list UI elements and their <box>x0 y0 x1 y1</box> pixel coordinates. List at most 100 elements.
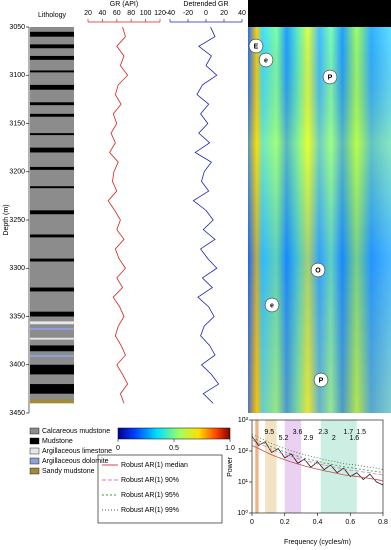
colorbar-tick-label: 1.0 <box>225 445 235 452</box>
track-title: Detrended GR <box>183 1 228 8</box>
lithology-layer <box>30 399 74 404</box>
annotation-label: E <box>254 43 259 50</box>
lithology-layer <box>30 311 74 317</box>
peak-label: 9.5 <box>264 429 274 436</box>
legend-label: Robust AR(1) 99% <box>121 507 179 514</box>
legend-label: Robust AR(1) 95% <box>121 492 179 499</box>
x-tick-label: 0.6 <box>345 519 355 526</box>
lithology-layer <box>30 113 74 117</box>
lithology-layer <box>30 133 74 136</box>
peak-label: 2.3 <box>318 429 328 436</box>
y-axis-label: Depth (m) <box>3 204 10 235</box>
peak-label: 2.9 <box>304 435 314 442</box>
lithology-layer <box>30 31 74 37</box>
x-tick-label: 0.4 <box>313 519 323 526</box>
ar-line <box>251 439 384 476</box>
x-tick-label: -20 <box>183 10 193 17</box>
annotation-circle <box>258 52 274 68</box>
x-tick-label: 0.2 <box>280 519 290 526</box>
x-axis-label: Frequency (cycles/m) <box>284 539 351 546</box>
peak-label: 1.7 <box>343 429 353 436</box>
legend-label: Argillaceous dolomite <box>42 458 109 465</box>
x-tick-label: 60 <box>113 10 121 17</box>
y-tick-label: 3350 <box>9 313 25 320</box>
legend-swatch <box>29 447 40 455</box>
annotation-circle <box>313 372 329 388</box>
legend-swatch <box>29 467 40 475</box>
x-tick-label: 120 <box>154 10 166 17</box>
colorbar-tick-label: 0 <box>116 445 120 452</box>
ar-line <box>251 433 384 471</box>
lithology-layer <box>30 210 74 215</box>
legend-label: Argillaceous limestone <box>42 448 112 455</box>
x-tick-label: 40 <box>99 10 107 17</box>
lithology-layer <box>30 166 74 170</box>
lithology-layer <box>30 186 74 189</box>
y-tick-label: 10¹ <box>238 479 249 486</box>
y-tick-label: 3450 <box>9 410 25 417</box>
lithology-layer <box>30 337 74 340</box>
lithology-layer <box>30 364 74 375</box>
ar-line <box>251 445 384 482</box>
y-tick-label: 3200 <box>9 169 25 176</box>
ar-line <box>251 437 384 474</box>
log-curve <box>107 26 129 404</box>
y-axis-label: Power <box>227 456 234 477</box>
lithology-layer <box>30 44 74 49</box>
lithology-layer <box>30 55 74 60</box>
legend-label: Robust AR(1) 90% <box>121 477 179 484</box>
lithology-layer <box>30 355 74 358</box>
legend-label: Calcareous mudstone <box>42 428 110 435</box>
legend-box <box>97 454 223 524</box>
legend-swatch <box>29 437 40 445</box>
lithology-layer <box>30 102 74 106</box>
annotation-label: e <box>264 57 268 64</box>
lithology-layer <box>30 258 74 262</box>
log-curve <box>192 26 220 404</box>
frequency-band <box>265 420 277 513</box>
annotation-label: P <box>319 377 324 384</box>
annotation-circle <box>248 38 264 54</box>
x-tick-label: 100 <box>140 10 152 17</box>
peak-label: 1.6 <box>349 435 359 442</box>
y-tick-label: 3250 <box>9 217 25 224</box>
legend-swatch <box>29 457 40 465</box>
legend-swatch <box>29 427 40 435</box>
x-tick-label: -40 <box>165 10 175 17</box>
annotation-circle <box>310 262 326 278</box>
x-tick-label: 0.8 <box>378 519 388 526</box>
peak-label: 5.2 <box>279 435 289 442</box>
lithology-layer <box>30 328 74 331</box>
y-tick-label: 3300 <box>9 265 25 272</box>
lithology-layer <box>30 287 74 292</box>
y-tick-label: 10³ <box>238 417 249 424</box>
peak-label: 2 <box>332 435 336 442</box>
frequency-band <box>284 420 302 513</box>
spectrogram-title: E=long eccentricity; e=short eccentricity… <box>274 4 365 27</box>
x-tick-label: 0 <box>204 10 208 17</box>
annotation-circle <box>322 69 338 85</box>
annotation-label: O <box>315 267 321 274</box>
spectrogram-header <box>248 0 391 27</box>
lithology-layer <box>30 70 74 73</box>
y-tick-label: 3050 <box>9 24 25 31</box>
frequency-band <box>255 420 259 513</box>
x-tick-label: 20 <box>84 10 92 17</box>
annotation-label: P <box>328 74 333 81</box>
legend-label: Sandy mudstone <box>42 468 95 475</box>
legend-label: Robust AR(1) median <box>121 462 188 469</box>
y-tick-label: 10² <box>238 448 249 455</box>
lithology-layer <box>30 384 74 394</box>
y-tick-label: 10⁰ <box>237 509 248 517</box>
lithology-layer <box>30 234 74 238</box>
x-tick-label: 0 <box>250 519 254 526</box>
x-tick-label: 80 <box>127 10 135 17</box>
x-tick-label: 40 <box>238 10 246 17</box>
track-title: Lithology <box>38 12 67 19</box>
x-tick-label: 20 <box>220 10 228 17</box>
lithology-layer <box>30 345 74 352</box>
spectrogram-shade <box>248 27 391 413</box>
track-title: GR (API) <box>110 1 138 8</box>
lithology-layer <box>30 147 74 153</box>
